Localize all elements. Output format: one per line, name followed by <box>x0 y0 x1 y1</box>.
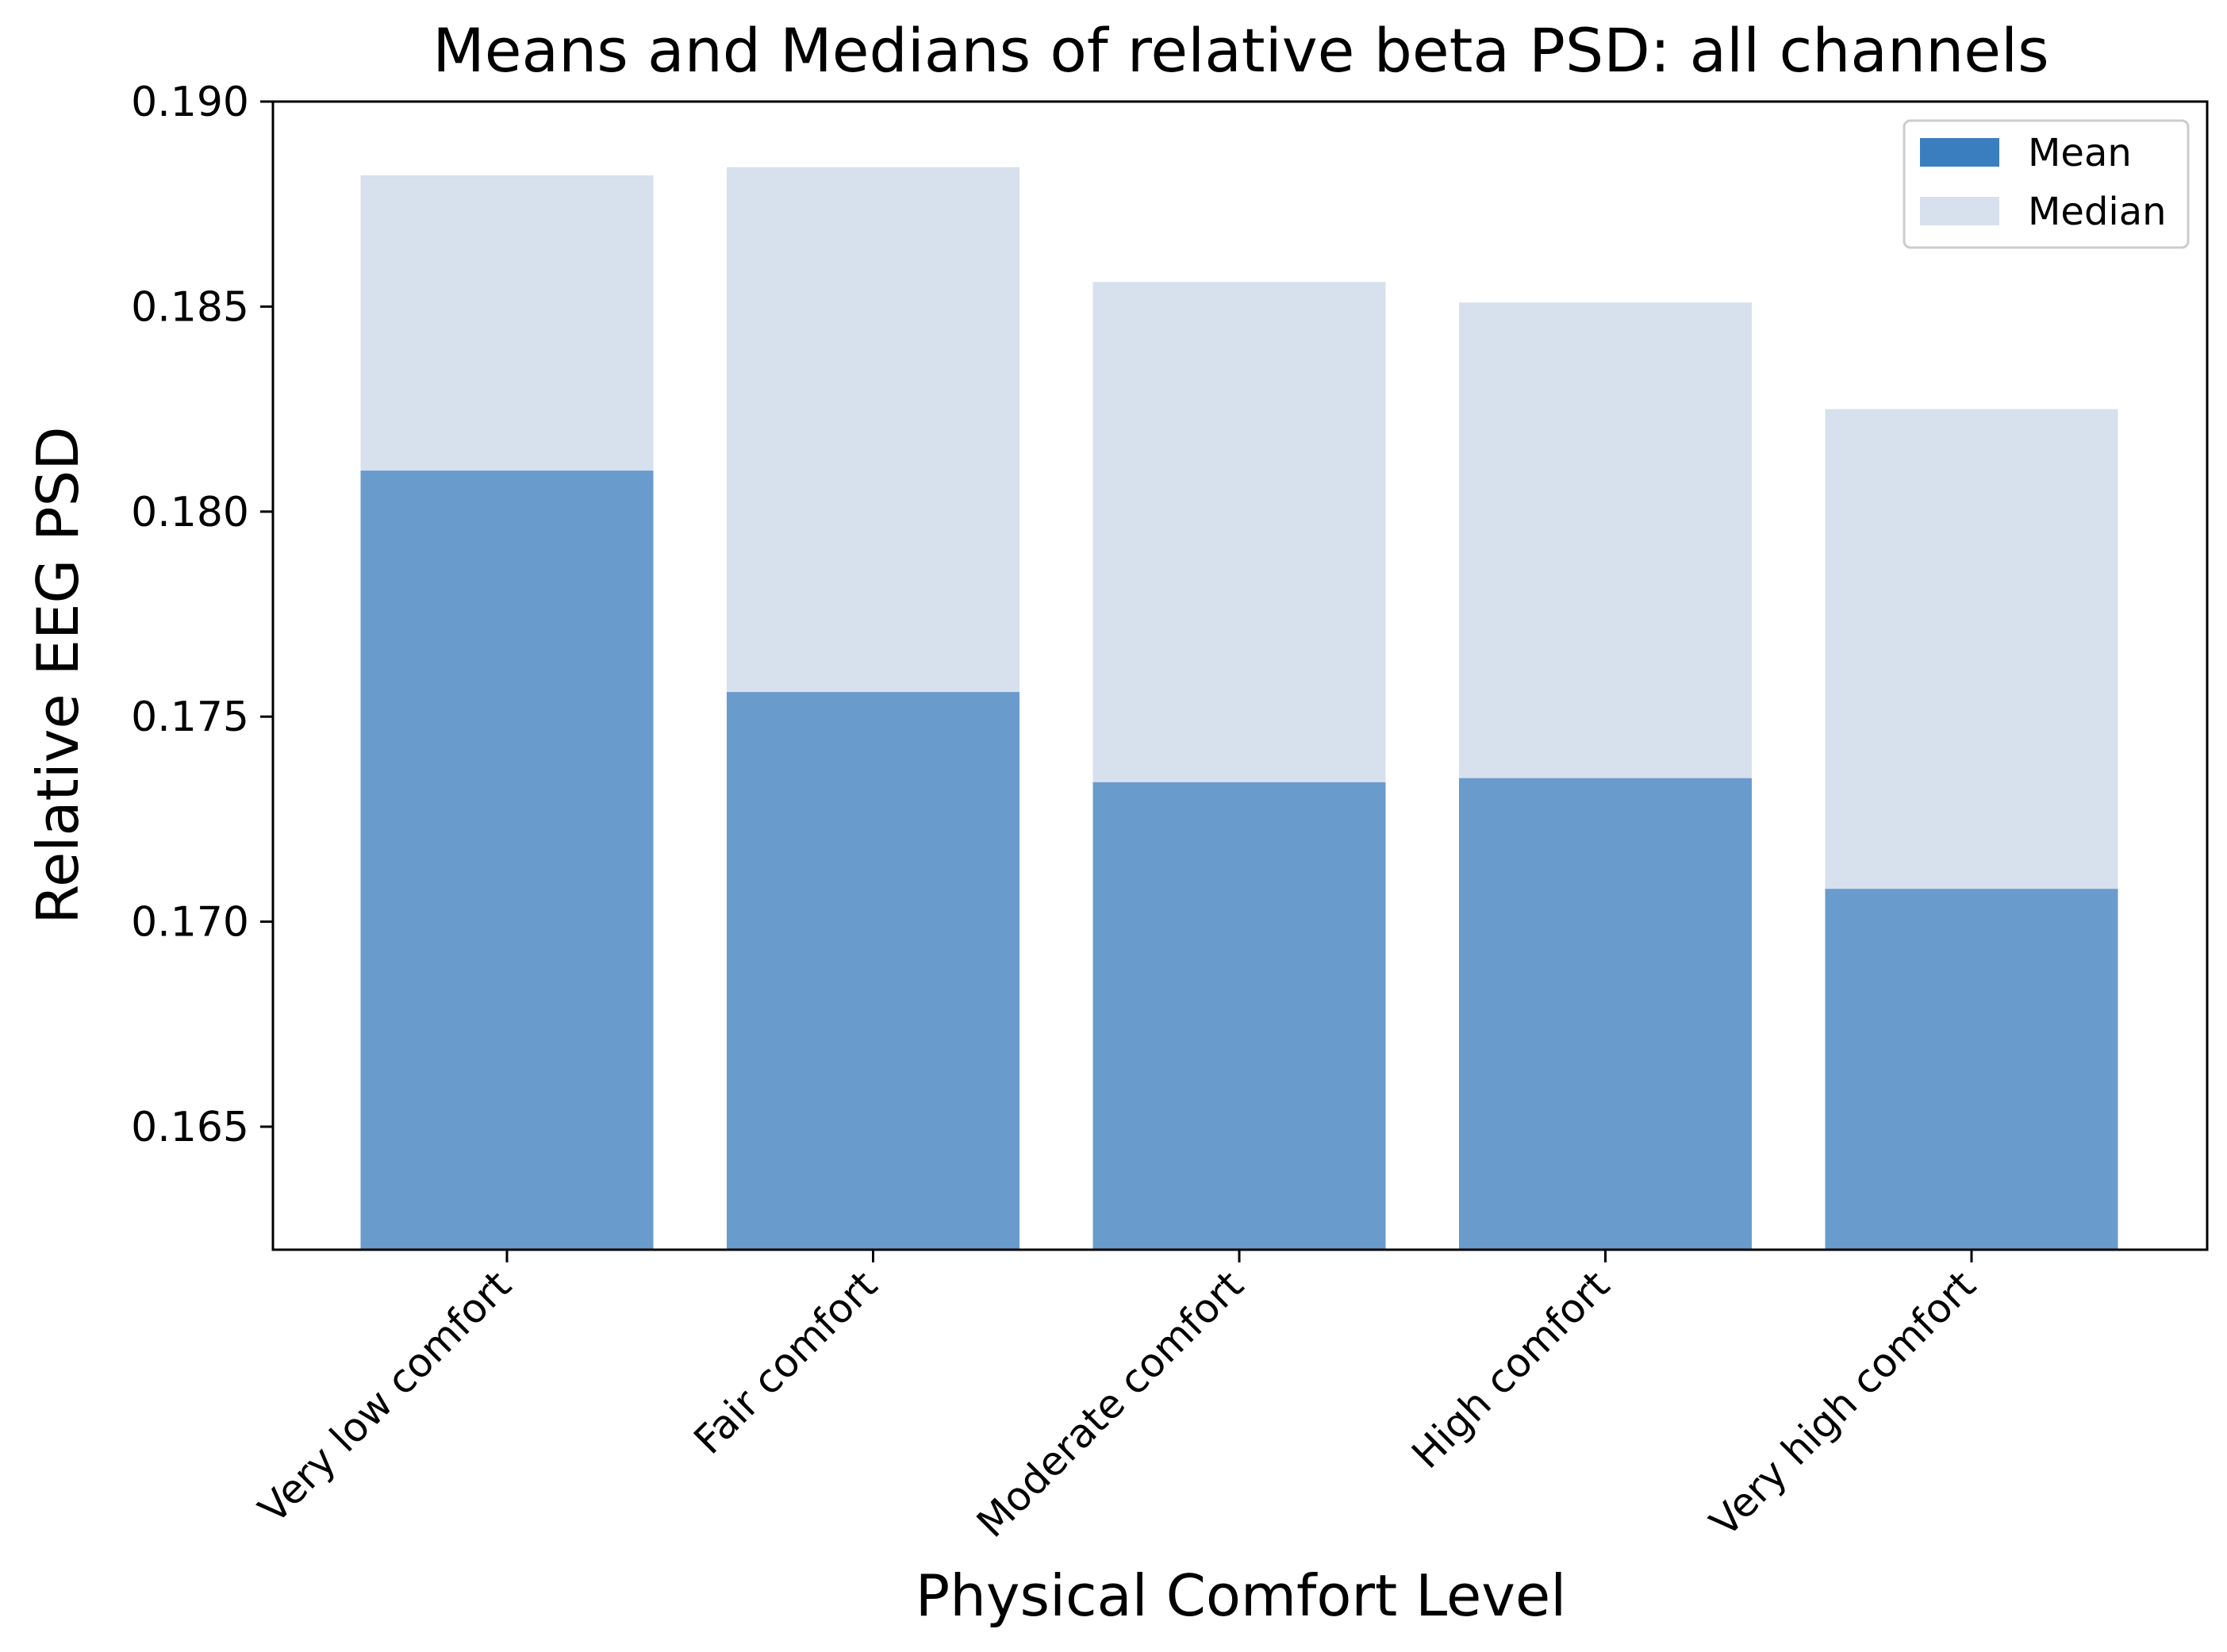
plot-frame <box>271 100 2209 1251</box>
y-tick-label: 0.180 <box>131 489 249 536</box>
y-axis-label: Relative EEG PSD <box>25 426 91 924</box>
x-tick-label: Moderate comfort <box>968 1262 1252 1546</box>
x-tick-label: High comfort <box>1403 1262 1618 1477</box>
legend-swatch-median <box>1920 197 1999 225</box>
x-axis: Very low comfort Fair comfort Moderate com… <box>250 1250 1984 1546</box>
bars-layer <box>360 167 2118 1251</box>
legend-swatch-mean <box>1920 138 1999 167</box>
x-tick-label: Very high comfort <box>1701 1262 1984 1545</box>
y-tick-label: 0.175 <box>131 693 249 741</box>
x-tick-label: Fair comfort <box>685 1262 886 1462</box>
x-tick-label: Very low comfort <box>250 1262 520 1532</box>
chart-title: Means and Medians of relative beta PSD: … <box>432 15 2049 86</box>
mean-bar-very-low-comfort <box>360 471 654 1250</box>
mean-bar-high-comfort <box>1459 778 1752 1250</box>
legend: Mean Median <box>1903 119 2190 249</box>
mean-bar-fair-comfort <box>727 692 1019 1250</box>
y-axis: 0.165 0.170 0.175 0.180 0.185 0.190 <box>131 79 273 1151</box>
y-tick-label: 0.185 <box>131 283 249 331</box>
y-tick-label: 0.165 <box>131 1104 249 1151</box>
x-axis-label: Physical Comfort Level <box>916 1562 1566 1629</box>
y-tick-label: 0.170 <box>131 899 249 947</box>
mean-bar-moderate-comfort <box>1092 782 1386 1250</box>
y-tick-label: 0.190 <box>131 79 249 126</box>
legend-label-median: Median <box>2028 190 2167 234</box>
legend-label-mean: Mean <box>2028 131 2132 175</box>
mean-bar-very-high-comfort <box>1825 889 2118 1250</box>
